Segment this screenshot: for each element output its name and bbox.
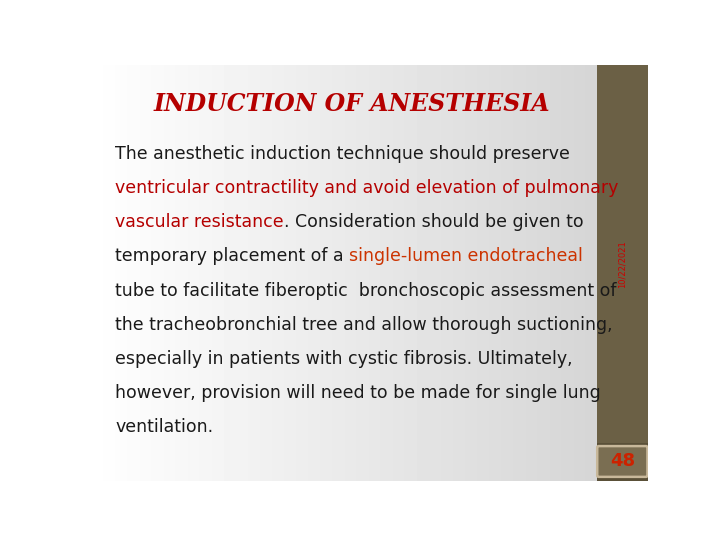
Text: 10/22/2021: 10/22/2021 <box>618 240 627 288</box>
Text: ventricular contractility and avoid elevation of pulmonary: ventricular contractility and avoid elev… <box>115 179 618 197</box>
Text: temporary placement of a: temporary placement of a <box>115 247 349 266</box>
Text: 48: 48 <box>610 452 635 470</box>
Text: The anesthetic induction technique should preserve: The anesthetic induction technique shoul… <box>115 145 570 163</box>
Text: especially in patients with cystic fibrosis. Ultimately,: especially in patients with cystic fibro… <box>115 350 572 368</box>
Text: INDUCTION OF ANESTHESIA: INDUCTION OF ANESTHESIA <box>154 92 551 116</box>
Text: . Consideration should be given to: . Consideration should be given to <box>284 213 583 231</box>
Bar <box>597 65 648 451</box>
Text: however, provision will need to be made for single lung: however, provision will need to be made … <box>115 384 601 402</box>
Text: ventilation.: ventilation. <box>115 418 213 436</box>
FancyBboxPatch shape <box>597 446 647 477</box>
Text: tube to facilitate fiberoptic  bronchoscopic assessment of: tube to facilitate fiberoptic bronchosco… <box>115 281 616 300</box>
Bar <box>597 443 648 481</box>
Text: the tracheobronchial tree and allow thorough suctioning,: the tracheobronchial tree and allow thor… <box>115 316 613 334</box>
Text: vascular resistance: vascular resistance <box>115 213 284 231</box>
Text: single-lumen endotracheal: single-lumen endotracheal <box>349 247 583 266</box>
